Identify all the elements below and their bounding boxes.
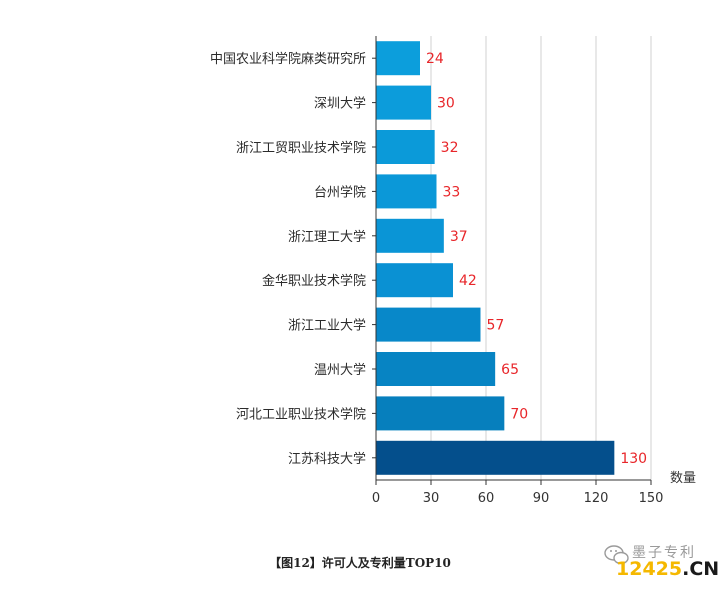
value-label: 42 [459,273,477,289]
bar [376,307,481,342]
value-label: 33 [443,184,461,200]
value-label: 24 [426,51,444,67]
x-tick-label: 30 [423,491,440,506]
bar [376,85,431,120]
bar [376,130,435,164]
value-label: 32 [441,140,459,156]
x-tick-label: 0 [372,491,380,506]
figure-caption: 【图12】许可人及专利量TOP10 [269,556,451,570]
bar [376,352,496,386]
x-axis-ticks: 0 30 60 90 120 150 [372,480,664,506]
bar [376,41,420,76]
value-label: 65 [501,362,519,378]
category-label: 深圳大学 [314,96,366,112]
bar [376,263,453,298]
watermark-brand: 墨子专利 [632,545,696,561]
x-tick-label: 90 [533,491,550,506]
category-label: 浙江理工大学 [288,229,366,245]
value-label: 37 [450,229,468,245]
category-label: 河北工业职业技术学院 [236,406,366,422]
watermark-logo: 12425.CN [616,558,719,580]
value-label: 30 [437,96,455,112]
bar [376,396,505,431]
x-tick-label: 60 [478,491,495,506]
watermark-logo-suffix: .CN [682,558,720,580]
category-label: 浙江工业大学 [288,318,366,334]
x-axis-title: 数量 [670,471,696,486]
value-label: 57 [487,318,505,334]
value-label: 130 [620,451,647,467]
category-label: 浙江工贸职业技术学院 [236,140,366,156]
x-tick-label: 120 [584,491,609,506]
bar-chart: 0 30 60 90 120 150 中国农业科学院麻类研究所深圳大学浙江工贸职业技术学院… [210,36,696,506]
x-tick-label: 150 [639,491,664,506]
watermark: 墨子专利 12425.CN [596,542,719,586]
category-label: 江苏科技大学 [288,451,366,467]
bar [376,218,444,253]
watermark-logo-number: 12425 [616,558,683,580]
category-label: 台州学院 [314,184,366,200]
bar [376,174,437,209]
wechat-icon [604,545,629,565]
category-label: 温州大学 [314,362,366,378]
value-labels: 24 30 32 33 37 42 57 65 70 130 [426,51,647,467]
category-label: 中国农业科学院麻类研究所 [210,51,366,67]
category-label: 金华职业技术学院 [262,273,366,289]
category-labels: 中国农业科学院麻类研究所深圳大学浙江工贸职业技术学院台州学院浙江理工大学金华职业… [210,51,376,467]
bars [376,41,615,475]
value-label: 70 [510,406,528,422]
bar [376,440,615,475]
